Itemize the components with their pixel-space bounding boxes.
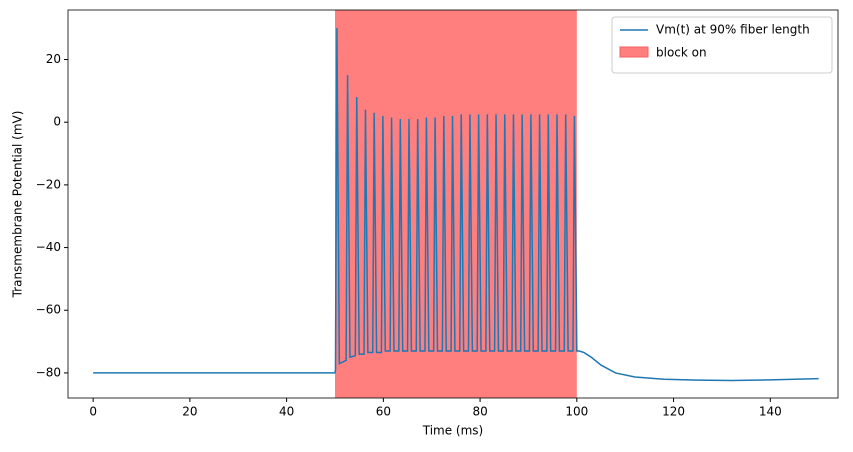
y-tick-label: −40 bbox=[36, 240, 61, 254]
plot-frame bbox=[67, 9, 839, 399]
x-tick-label: 0 bbox=[89, 405, 97, 419]
legend-label: block on bbox=[656, 46, 707, 60]
y-tick-label: −20 bbox=[36, 177, 61, 191]
y-axis-label: Transmembrane Potential (mV) bbox=[11, 111, 25, 299]
x-tick-label: 60 bbox=[376, 405, 391, 419]
x-tick-label: 80 bbox=[472, 405, 487, 419]
y-tick-label: 20 bbox=[46, 52, 61, 66]
legend-box bbox=[611, 16, 833, 74]
y-tick-label: −60 bbox=[36, 303, 61, 317]
x-axis-label: Time (ms) bbox=[422, 424, 484, 438]
legend-swatch bbox=[619, 46, 649, 58]
y-tick-label: 0 bbox=[53, 115, 61, 129]
x-tick-label: 140 bbox=[759, 405, 782, 419]
y-tick-label: −80 bbox=[36, 365, 61, 379]
x-tick-label: 40 bbox=[279, 405, 294, 419]
series-line bbox=[93, 28, 819, 382]
legend-label: Vm(t) at 90% fiber length bbox=[656, 23, 810, 37]
x-tick-label: 20 bbox=[182, 405, 197, 419]
x-tick-label: 120 bbox=[662, 405, 685, 419]
x-tick-label: 100 bbox=[565, 405, 588, 419]
